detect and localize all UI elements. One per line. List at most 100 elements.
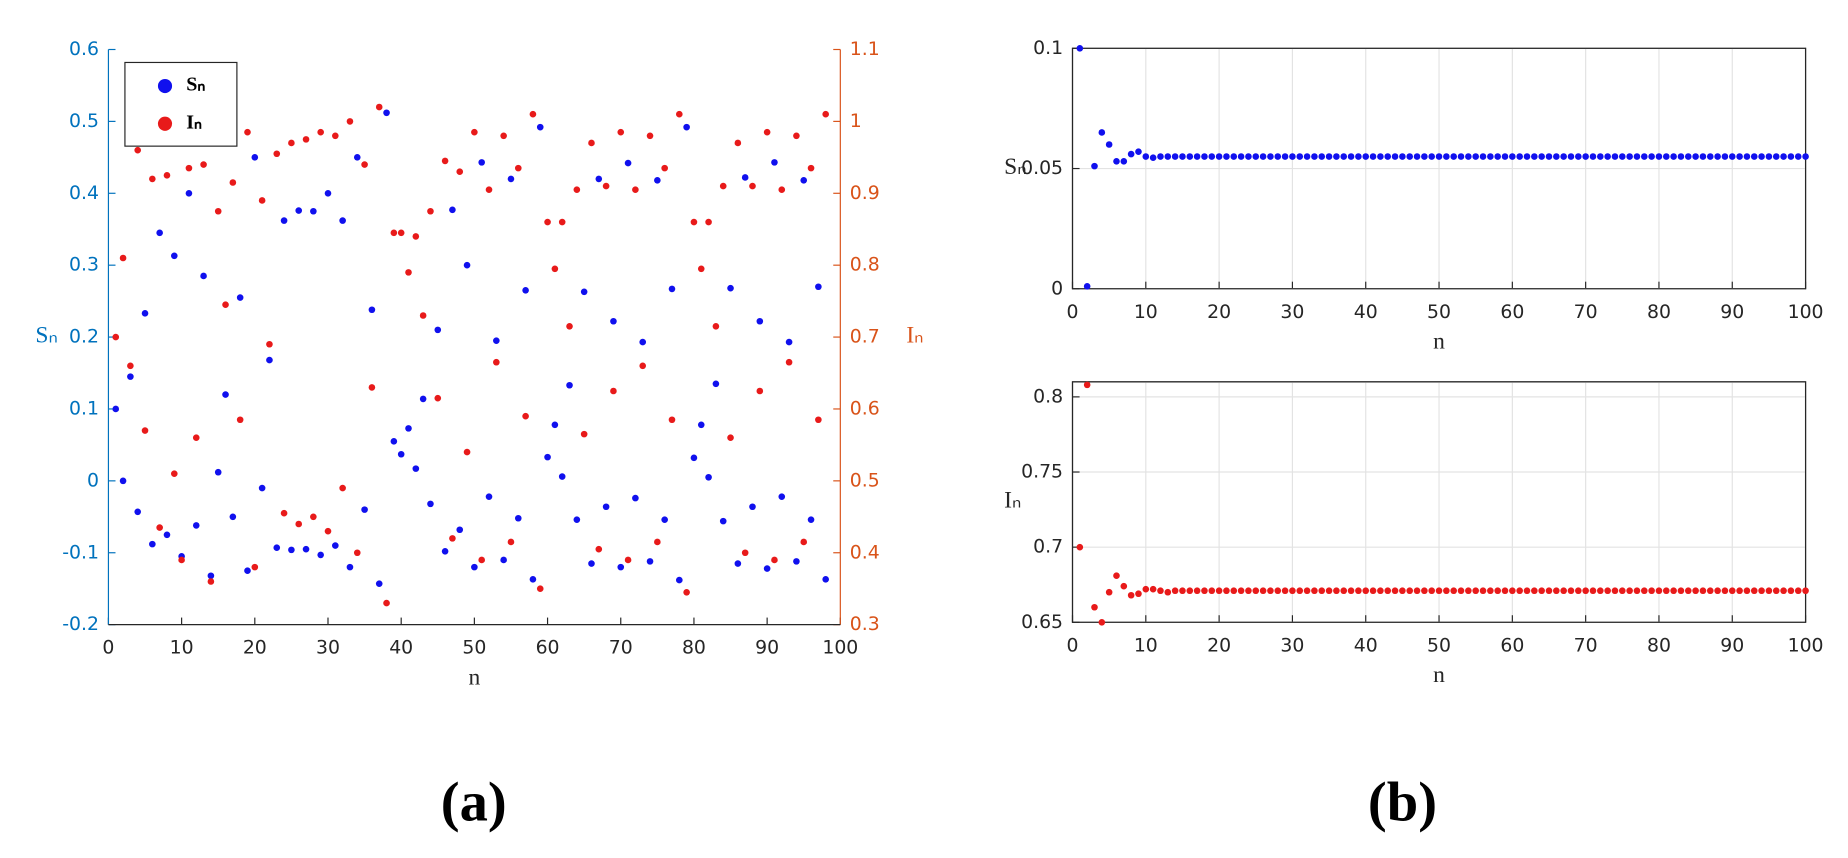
data-point: [1230, 153, 1238, 160]
data-point: [749, 182, 756, 190]
data-point: [1120, 158, 1128, 165]
data-point: [1721, 587, 1729, 595]
legend-label: Sₙ: [186, 74, 205, 96]
data-point: [353, 154, 361, 161]
data-point: [288, 139, 295, 147]
data-point: [1252, 153, 1260, 160]
data-point: [1758, 587, 1765, 595]
data-point: [1325, 587, 1333, 595]
legend-marker: [157, 78, 173, 94]
x-tick-label: 30: [1280, 302, 1304, 323]
data-point: [1245, 587, 1252, 595]
data-point: [771, 556, 778, 564]
data-point: [419, 395, 427, 403]
data-point: [449, 535, 456, 542]
data-point: [1399, 153, 1406, 160]
data-point: [192, 434, 200, 442]
data-point: [200, 272, 207, 280]
data-point: [646, 558, 654, 565]
data-point: [1736, 153, 1743, 160]
data-point: [1714, 153, 1721, 160]
data-point: [1296, 153, 1304, 160]
y2-tick-label: 1: [850, 111, 862, 132]
data-point: [1443, 153, 1450, 160]
data-point: [163, 531, 171, 539]
data-point: [434, 394, 442, 402]
data-point: [719, 517, 727, 525]
y2-tick-label: 0.8: [850, 255, 880, 276]
data-point: [463, 261, 471, 269]
x-tick-label: 20: [1207, 635, 1231, 656]
data-point: [1743, 587, 1751, 595]
data-point: [156, 524, 163, 531]
data-point: [1091, 603, 1098, 611]
y-tick-label: 0.75: [1021, 462, 1063, 483]
data-point: [1501, 153, 1509, 160]
data-point: [1157, 153, 1164, 160]
data-point: [317, 551, 324, 559]
data-point: [485, 493, 493, 500]
data-point: [1318, 153, 1326, 160]
data-point: [449, 206, 456, 214]
x-tick-label: 100: [822, 638, 858, 659]
data-point: [280, 509, 288, 517]
data-point: [1355, 587, 1362, 595]
data-point: [1384, 153, 1392, 160]
data-point: [361, 506, 368, 513]
data-point: [346, 118, 354, 125]
data-point: [1780, 153, 1787, 160]
data-point: [1157, 587, 1164, 595]
data-point: [1208, 153, 1216, 160]
data-point: [514, 514, 522, 522]
data-point: [163, 172, 171, 179]
data-point: [1303, 587, 1311, 595]
data-point: [1553, 153, 1560, 160]
data-point: [639, 338, 647, 346]
data-point: [149, 175, 156, 183]
data-point: [1487, 587, 1494, 595]
data-point: [1545, 587, 1553, 595]
data-point: [397, 450, 405, 458]
panel-label: (b): [1368, 771, 1437, 833]
data-point: [1655, 587, 1663, 595]
data-point: [1619, 587, 1626, 595]
data-point: [727, 284, 734, 292]
data-point: [127, 373, 134, 380]
y-axis-label: Iₙ: [1004, 487, 1021, 513]
data-point: [1465, 587, 1472, 595]
x-tick-label: 100: [1788, 302, 1824, 323]
data-point: [1318, 587, 1326, 595]
data-point: [1113, 158, 1120, 165]
data-point: [1164, 153, 1172, 160]
data-point: [793, 132, 800, 140]
data-point: [1633, 587, 1641, 595]
data-point: [1179, 153, 1186, 160]
data-point: [1516, 153, 1523, 160]
y-tick-label: 0.6: [69, 39, 99, 60]
data-point: [529, 110, 537, 118]
data-point: [1164, 588, 1172, 596]
data-point: [697, 265, 705, 273]
data-point: [1662, 587, 1670, 595]
data-point: [1215, 153, 1223, 160]
data-point: [170, 470, 178, 477]
data-point: [478, 556, 485, 564]
data-point: [1531, 153, 1538, 160]
data-point: [1465, 153, 1472, 160]
data-point: [295, 207, 303, 214]
data-point: [1223, 153, 1230, 160]
data-point: [1223, 587, 1230, 595]
data-point: [1736, 587, 1743, 595]
data-point: [346, 563, 354, 571]
data-point: [683, 123, 690, 131]
data-point: [734, 139, 742, 147]
data-point: [1362, 587, 1370, 595]
data-point: [1560, 153, 1567, 160]
data-point: [368, 384, 376, 391]
data-point: [683, 588, 690, 596]
data-point: [244, 128, 251, 136]
data-point: [617, 563, 625, 571]
data-point: [1347, 153, 1355, 160]
data-point: [375, 103, 383, 111]
